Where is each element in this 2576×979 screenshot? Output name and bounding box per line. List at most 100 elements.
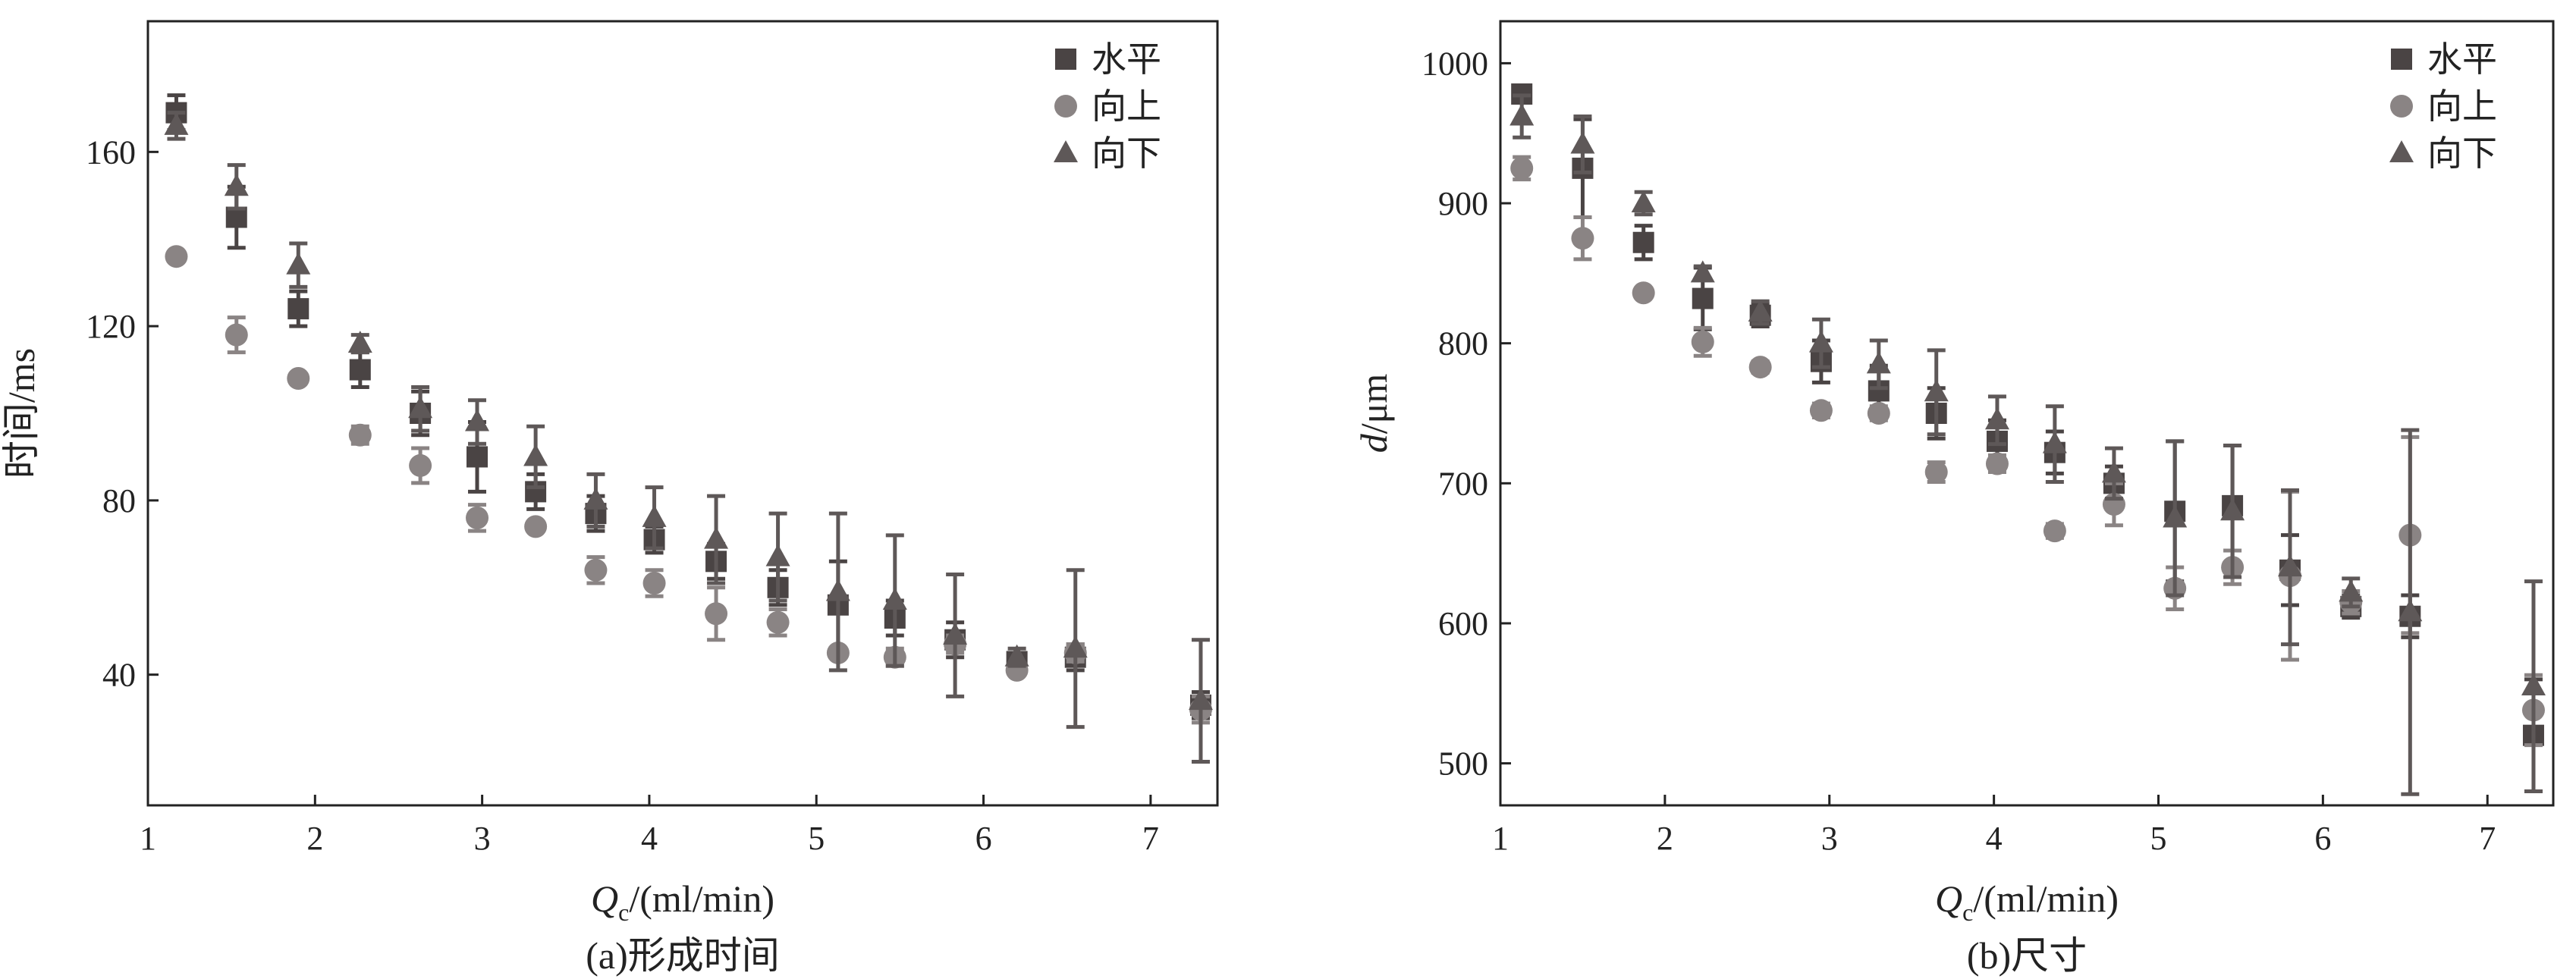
data-point-triangle bbox=[408, 396, 433, 419]
x-axis-symbol: Q bbox=[591, 877, 618, 920]
x-tick-label: 2 bbox=[306, 820, 323, 857]
data-point-triangle bbox=[2220, 498, 2245, 521]
x-axis-unit: /(ml/min) bbox=[629, 877, 774, 920]
legend-label: 向下 bbox=[2427, 133, 2497, 174]
series-circle bbox=[165, 245, 1212, 725]
y-tick-label: 120 bbox=[86, 308, 136, 345]
data-point-circle bbox=[1924, 460, 1948, 484]
data-point-triangle bbox=[2101, 460, 2126, 483]
data-point-triangle bbox=[2278, 554, 2302, 577]
panel-caption: (b)尺寸 bbox=[1967, 934, 2087, 977]
legend-label: 水平 bbox=[2427, 39, 2497, 80]
series-square bbox=[165, 93, 1211, 720]
legend-label: 向上 bbox=[1092, 86, 1161, 127]
series-triangle bbox=[164, 111, 1213, 764]
series-square bbox=[1511, 83, 2544, 794]
x-tick-label: 6 bbox=[2314, 820, 2331, 857]
data-point-triangle bbox=[1748, 300, 1773, 322]
x-tick-label: 1 bbox=[140, 820, 156, 857]
legend-marker-square bbox=[2391, 49, 2412, 70]
panel-caption: (a)形成时间 bbox=[586, 934, 780, 977]
plot-frame bbox=[146, 20, 1219, 807]
legend-marker-circle bbox=[1054, 95, 1077, 118]
data-point-circle bbox=[466, 506, 489, 529]
y-tick-label: 600 bbox=[1438, 605, 1488, 642]
data-point-triangle bbox=[1004, 644, 1029, 667]
series-circle bbox=[1510, 155, 2545, 748]
data-point-square bbox=[1692, 287, 1714, 309]
y-axis-unit: /μm bbox=[1352, 374, 1395, 435]
data-point-triangle bbox=[1924, 379, 1949, 402]
data-point-circle bbox=[766, 610, 790, 634]
data-point-triangle bbox=[1866, 351, 1891, 374]
x-axis-subscript: c bbox=[618, 899, 629, 926]
legend-label: 向下 bbox=[1092, 133, 1161, 174]
x-tick-label: 2 bbox=[1657, 820, 1673, 857]
data-point-triangle bbox=[286, 252, 311, 275]
data-point-circle bbox=[1571, 227, 1594, 250]
y-tick-label: 80 bbox=[102, 482, 136, 519]
data-point-circle bbox=[165, 245, 188, 268]
y-tick-label: 500 bbox=[1438, 745, 1488, 783]
x-tick-label: 3 bbox=[474, 820, 491, 857]
data-point-circle bbox=[1632, 281, 1655, 305]
data-point-circle bbox=[1510, 156, 1534, 180]
legend-marker-square bbox=[1055, 49, 1076, 70]
y-axis-label: 时间/ms bbox=[0, 348, 42, 479]
data-point-triangle bbox=[1690, 260, 1715, 283]
data-point-triangle bbox=[882, 588, 907, 610]
data-point-circle bbox=[225, 323, 248, 347]
x-axis-unit: /(ml/min) bbox=[1973, 877, 2119, 920]
data-point-triangle bbox=[825, 579, 850, 601]
data-point-square bbox=[467, 446, 488, 468]
data-point-circle bbox=[584, 558, 608, 582]
x-axis-label: Qc/(ml/min) bbox=[1935, 877, 2119, 926]
data-point-triangle bbox=[164, 112, 189, 135]
y-tick-label: 900 bbox=[1438, 185, 1488, 222]
data-point-circle bbox=[1867, 402, 1890, 425]
data-point-triangle bbox=[2042, 431, 2067, 453]
x-axis-label: Qc/(ml/min) bbox=[591, 877, 774, 926]
data-point-triangle bbox=[1808, 330, 1833, 353]
data-point-triangle bbox=[1570, 131, 1595, 154]
legend-marker-circle bbox=[2390, 95, 2413, 118]
y-tick-label: 160 bbox=[86, 133, 136, 171]
y-tick-label: 40 bbox=[102, 657, 136, 694]
data-point-triangle bbox=[583, 487, 608, 510]
data-point-circle bbox=[1809, 399, 1833, 422]
series-triangle bbox=[1509, 93, 2546, 796]
data-point-circle bbox=[287, 367, 310, 391]
data-point-circle bbox=[1691, 330, 1714, 353]
data-point-circle bbox=[705, 602, 728, 626]
legend-marker-triangle bbox=[2389, 140, 2414, 162]
x-tick-label: 5 bbox=[808, 820, 825, 857]
y-tick-label: 1000 bbox=[1422, 45, 1488, 82]
x-tick-label: 5 bbox=[2150, 820, 2167, 857]
x-tick-label: 1 bbox=[1492, 820, 1509, 857]
x-tick-label: 4 bbox=[1986, 820, 2003, 857]
data-point-triangle bbox=[2163, 505, 2188, 528]
legend-marker-triangle bbox=[1054, 140, 1078, 162]
legend-label: 水平 bbox=[1092, 39, 1161, 80]
data-point-triangle bbox=[1984, 407, 2009, 430]
chart-panel-b: 1 2 3 4 5 6 7 500 600 700 800 900 1000 水平 向上 向下 Qc/(ml/m… bbox=[1288, 0, 2576, 979]
data-point-triangle bbox=[943, 622, 968, 645]
data-point-triangle bbox=[347, 331, 372, 353]
data-point-circle bbox=[409, 453, 432, 477]
legend-label: 向上 bbox=[2427, 86, 2497, 127]
data-point-triangle bbox=[765, 544, 790, 566]
plot-frame bbox=[1499, 20, 2555, 807]
data-point-triangle bbox=[704, 526, 729, 549]
data-point-circle bbox=[1985, 452, 2009, 475]
data-point-triangle bbox=[1063, 635, 1088, 658]
data-point-triangle bbox=[465, 409, 490, 431]
x-tick-label: 7 bbox=[2479, 820, 2496, 857]
y-axis-text: 时间/ms bbox=[0, 348, 42, 479]
x-tick-label: 4 bbox=[641, 820, 658, 857]
data-point-circle bbox=[524, 515, 548, 538]
